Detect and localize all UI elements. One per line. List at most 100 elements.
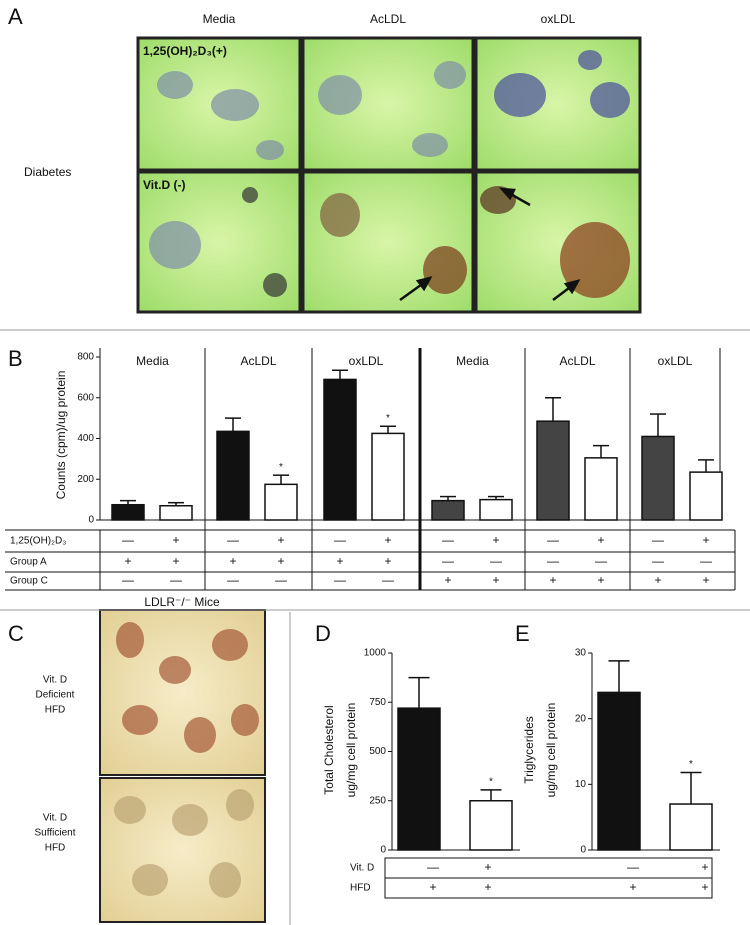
panel-label: E	[515, 621, 530, 646]
y-tick-label: 30	[575, 648, 587, 659]
table-cell: —	[652, 533, 664, 547]
category-label: AcLDL	[559, 354, 595, 368]
row-label: Sufficient	[35, 828, 76, 839]
y-tick-label: 0	[580, 845, 586, 856]
row-label: Vit. D	[43, 675, 67, 686]
row-label: Vit. D	[43, 813, 67, 824]
row-label: Group C	[10, 576, 48, 587]
table-cell: +	[492, 533, 499, 547]
y-axis-label: ug/mg cell protein	[544, 703, 558, 798]
panel-label: D	[315, 621, 331, 646]
row-label: Vit.D (-)	[143, 178, 185, 192]
table-cell: +	[384, 533, 391, 547]
category-label: Media	[456, 354, 489, 368]
table-cell: —	[275, 573, 287, 587]
table-cell: —	[427, 860, 439, 874]
y-tick-label: 0	[380, 845, 386, 856]
table-cell: —	[382, 573, 394, 587]
panel-label: C	[8, 621, 24, 646]
bar	[216, 430, 250, 521]
panel-title: LDLR⁻/⁻ Mice	[144, 595, 220, 609]
bar	[689, 471, 723, 521]
row-label: Vit. D	[350, 863, 374, 874]
table-cell: —	[595, 554, 607, 568]
bar	[371, 432, 405, 521]
significance-mark: *	[279, 462, 283, 473]
row-label: 1,25(OH)₂D₃(+)	[143, 44, 227, 58]
table-cell: —	[227, 573, 239, 587]
panel-label: A	[8, 4, 23, 29]
y-tick-label: 800	[77, 352, 94, 363]
table-cell: +	[629, 880, 636, 894]
y-tick-label: 10	[575, 779, 587, 790]
category-label: AcLDL	[240, 354, 276, 368]
row-label: HFD	[45, 843, 66, 854]
significance-mark: *	[386, 413, 390, 424]
table-cell: +	[484, 860, 491, 874]
table-cell: +	[277, 533, 284, 547]
y-tick-label: 250	[369, 795, 386, 806]
row-label: HFD	[350, 883, 371, 894]
bar	[397, 707, 441, 851]
table-cell: +	[701, 860, 708, 874]
category-label: oxLDL	[349, 354, 384, 368]
bar	[431, 499, 465, 521]
table-cell: +	[172, 554, 179, 568]
table-cell: +	[597, 533, 604, 547]
bar	[641, 435, 675, 521]
table-cell: —	[442, 554, 454, 568]
y-tick-label: 750	[369, 697, 386, 708]
panel-b-frame	[5, 348, 736, 899]
table-cell: —	[627, 860, 639, 874]
table-cell: —	[442, 533, 454, 547]
y-tick-label: 600	[77, 392, 94, 403]
table-cell: —	[122, 573, 134, 587]
row-label: 1,25(OH)₂D₃	[10, 536, 66, 547]
y-tick-label: 200	[77, 474, 94, 485]
category-label: oxLDL	[658, 354, 693, 368]
column-label: AcLDL	[370, 12, 406, 26]
column-label: Media	[203, 12, 236, 26]
table-cell: —	[122, 533, 134, 547]
table-cell: +	[444, 573, 451, 587]
table-cell: +	[549, 573, 556, 587]
y-tick-label: 20	[575, 713, 587, 724]
table-cell: —	[490, 554, 502, 568]
bar	[264, 483, 298, 521]
table-cell: +	[654, 573, 661, 587]
table-cell: +	[336, 554, 343, 568]
table-cell: —	[170, 573, 182, 587]
table-cell: +	[229, 554, 236, 568]
table-cell: +	[172, 533, 179, 547]
bar	[469, 800, 513, 851]
bar	[111, 503, 145, 521]
table-cell: +	[701, 880, 708, 894]
group-label: Diabetes	[24, 165, 71, 179]
category-label: Media	[136, 354, 169, 368]
y-tick-label: 400	[77, 433, 94, 444]
table-cell: +	[277, 554, 284, 568]
table-cell: —	[334, 533, 346, 547]
arrows	[399, 187, 581, 302]
table-cell: +	[429, 880, 436, 894]
table-cell: —	[700, 554, 712, 568]
bar	[159, 504, 193, 521]
table-cell: —	[334, 573, 346, 587]
significance-mark: *	[489, 777, 493, 788]
panel-label: B	[8, 346, 23, 371]
bar	[584, 457, 618, 521]
row-label: Group A	[10, 557, 47, 568]
y-tick-label: 1000	[364, 648, 387, 659]
bar	[323, 378, 357, 521]
y-tick-label: 0	[88, 515, 94, 526]
separators	[0, 329, 750, 925]
bar	[597, 691, 641, 851]
table-cell: —	[547, 533, 559, 547]
y-axis-label: Total Cholesterol	[322, 705, 336, 794]
table-cell: +	[484, 880, 491, 894]
significance-mark: *	[689, 759, 693, 770]
y-tick-label: 500	[369, 746, 386, 757]
bar	[536, 420, 570, 521]
table-cell: +	[702, 533, 709, 547]
